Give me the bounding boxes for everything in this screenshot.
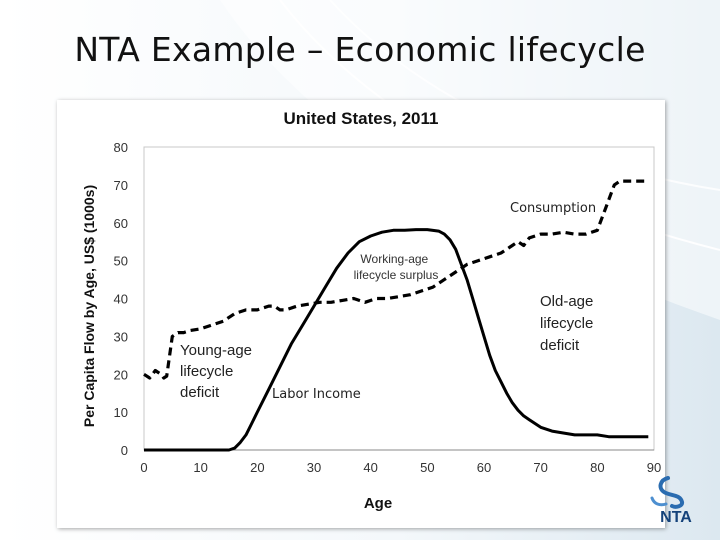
working-age-line-1: Working-age bbox=[360, 252, 428, 266]
x-tick-labels: 0 10 20 30 40 50 60 70 80 90 bbox=[140, 460, 661, 475]
consumption-label: Consumption bbox=[510, 201, 596, 216]
young-age-deficit-annotation: Young-age lifecycle deficit bbox=[180, 342, 256, 401]
y-tick-50: 50 bbox=[114, 254, 128, 269]
y-tick-0: 0 bbox=[121, 443, 128, 458]
x-tick-10: 10 bbox=[193, 460, 207, 475]
old-age-line-2: lifecycle bbox=[540, 315, 593, 332]
x-axis-label: Age bbox=[364, 495, 392, 512]
slide-title: NTA Example – Economic lifecycle bbox=[74, 30, 646, 69]
y-tick-10: 10 bbox=[114, 405, 128, 420]
x-tick-70: 70 bbox=[533, 460, 547, 475]
nta-logo-swirl bbox=[658, 476, 685, 509]
x-tick-20: 20 bbox=[250, 460, 264, 475]
y-axis-label: Per Capita Flow by Age, US$ (1000s) bbox=[81, 185, 97, 427]
x-tick-0: 0 bbox=[140, 460, 147, 475]
y-tick-80: 80 bbox=[114, 140, 128, 155]
x-tick-30: 30 bbox=[307, 460, 321, 475]
y-tick-60: 60 bbox=[114, 216, 128, 231]
x-tick-80: 80 bbox=[590, 460, 604, 475]
y-tick-40: 40 bbox=[114, 292, 128, 307]
x-tick-40: 40 bbox=[363, 460, 377, 475]
nta-logo: NTA bbox=[650, 476, 692, 526]
y-tick-20: 20 bbox=[114, 367, 128, 382]
nta-logo-swirl-2 bbox=[650, 496, 668, 507]
y-tick-30: 30 bbox=[114, 329, 128, 344]
working-age-surplus-annotation: Working-age lifecycle surplus bbox=[354, 252, 439, 282]
old-age-deficit-annotation: Old-age lifecycle deficit bbox=[540, 293, 598, 354]
old-age-line-3: deficit bbox=[540, 337, 580, 354]
young-age-line-3: deficit bbox=[180, 384, 220, 401]
chart-title: United States, 2011 bbox=[284, 109, 439, 128]
working-age-line-2: lifecycle surplus bbox=[354, 268, 439, 282]
young-age-line-1: Young-age bbox=[180, 342, 252, 359]
labor-income-label: Labor Income bbox=[272, 387, 361, 402]
young-age-line-2: lifecycle bbox=[180, 363, 233, 380]
x-tick-60: 60 bbox=[477, 460, 491, 475]
y-tick-70: 70 bbox=[114, 178, 128, 193]
consumption-line bbox=[143, 179, 649, 380]
nta-logo-text: NTA bbox=[660, 509, 692, 526]
y-tick-labels: 0 10 20 30 40 50 60 70 80 bbox=[114, 140, 128, 458]
x-tick-50: 50 bbox=[420, 460, 434, 475]
labor-income-line bbox=[144, 228, 649, 452]
chart-panel bbox=[57, 100, 665, 528]
old-age-line-1: Old-age bbox=[540, 293, 593, 310]
x-tick-90: 90 bbox=[647, 460, 661, 475]
